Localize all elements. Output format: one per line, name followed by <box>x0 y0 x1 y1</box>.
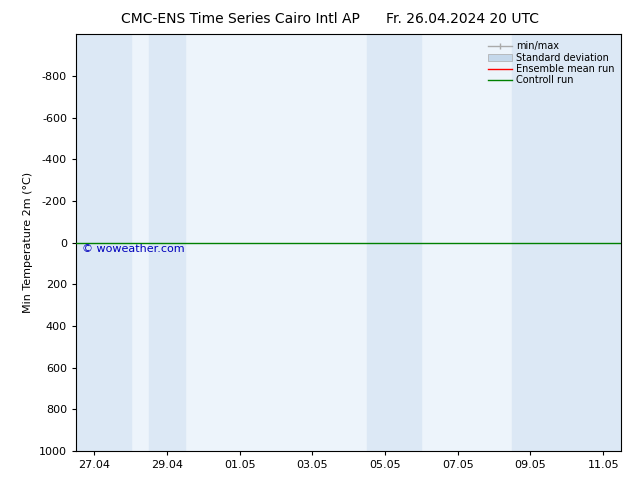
Bar <box>367 34 422 451</box>
Legend: min/max, Standard deviation, Ensemble mean run, Controll run: min/max, Standard deviation, Ensemble me… <box>486 39 616 87</box>
Y-axis label: Min Temperature 2m (°C): Min Temperature 2m (°C) <box>23 172 34 313</box>
Text: Fr. 26.04.2024 20 UTC: Fr. 26.04.2024 20 UTC <box>386 12 540 26</box>
Bar <box>512 34 621 451</box>
Text: CMC-ENS Time Series Cairo Intl AP: CMC-ENS Time Series Cairo Intl AP <box>122 12 360 26</box>
Text: © woweather.com: © woweather.com <box>82 244 184 254</box>
Bar <box>76 34 131 451</box>
Bar <box>149 34 185 451</box>
